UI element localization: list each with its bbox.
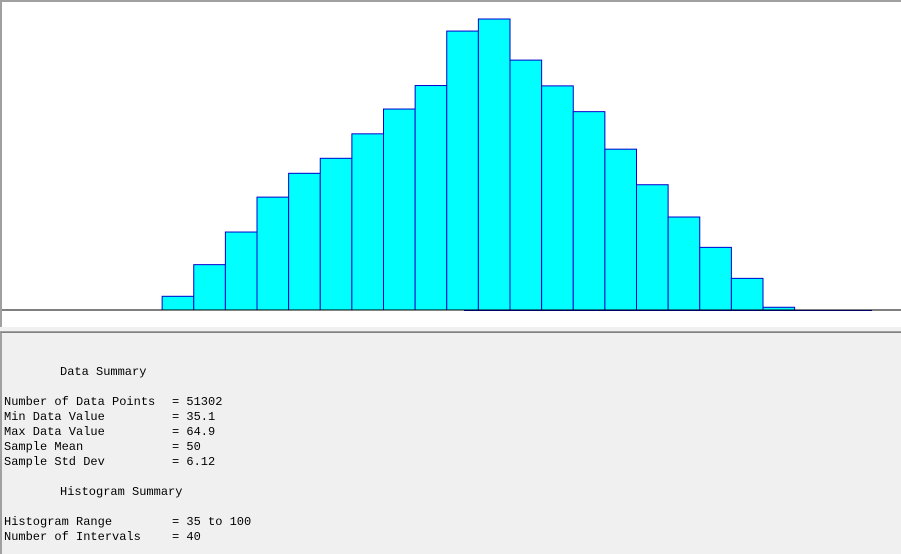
histogram-bar [699, 246, 732, 311]
histogram-bar [383, 108, 416, 311]
summary-label-min: Min Data Value [4, 410, 105, 424]
histogram-bar [667, 216, 701, 311]
summary-value-range: = 35 to 100 [172, 515, 252, 529]
summary-value-intervals: = 40 [172, 530, 201, 544]
histogram-bar [446, 30, 479, 311]
histogram-chart [2, 18, 901, 311]
histogram-bar [319, 157, 353, 311]
histogram-bar [541, 85, 574, 311]
histogram-bar [351, 133, 385, 311]
histogram-bar [477, 18, 511, 311]
summary-panel: Data Summary Number of Data Points = 513… [0, 332, 901, 554]
summary-label-intervals: Number of Intervals [4, 530, 141, 544]
histogram-summary-heading: Histogram Summary [60, 485, 183, 499]
summary-value-data-points: = 51302 [172, 395, 223, 409]
histogram-bar [572, 111, 606, 311]
summary-label-range: Histogram Range [4, 515, 113, 529]
data-summary-heading: Data Summary [60, 365, 147, 379]
histogram-bar [730, 277, 764, 311]
summary-value-std-dev: = 6.12 [172, 455, 216, 469]
summary-value-mean: = 50 [172, 440, 201, 454]
histogram-bar [256, 196, 290, 311]
summary-value-min: = 35.1 [172, 410, 216, 424]
summary-value-max: = 64.9 [172, 425, 216, 439]
histogram-panel [0, 0, 901, 327]
histogram-bar [509, 59, 543, 311]
summary-label-mean: Sample Mean [4, 440, 84, 454]
histogram-bar [224, 231, 258, 311]
histogram-bar [193, 264, 226, 311]
summary-label-data-points: Number of Data Points [4, 395, 156, 409]
summary-label-std-dev: Sample Std Dev [4, 455, 105, 469]
histogram-bar [161, 295, 195, 311]
summary-label-max: Max Data Value [4, 425, 105, 439]
histogram-bar [604, 148, 638, 311]
histogram-bar [636, 184, 669, 311]
histogram-bar [414, 85, 448, 311]
histogram-bar [288, 172, 321, 311]
panel-splitter[interactable] [0, 327, 901, 332]
